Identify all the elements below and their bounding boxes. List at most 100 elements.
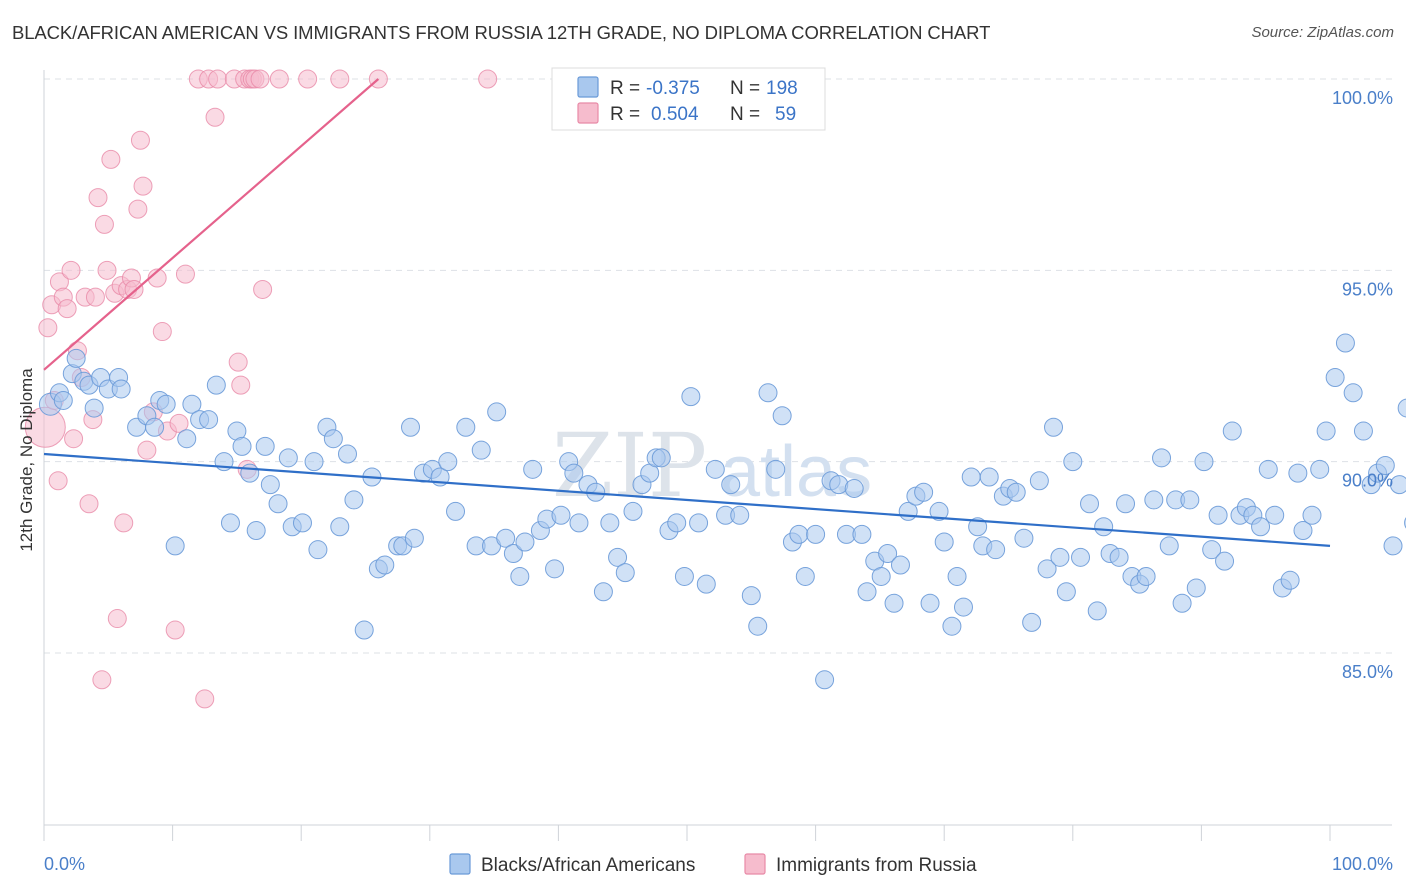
russia-point: [137, 440, 157, 460]
blacks-point: [890, 555, 910, 575]
blacks-point: [487, 402, 507, 422]
blacks-point: [1186, 578, 1206, 598]
legend-r-label-blue: R =: [610, 78, 640, 99]
blacks-point: [240, 463, 260, 483]
blacks-point: [844, 478, 864, 498]
blacks-point: [165, 536, 185, 556]
legend-swatch-blue: [577, 76, 599, 98]
blacks-point: [721, 475, 741, 495]
blacks-point: [1222, 421, 1242, 441]
blacks-point: [667, 513, 687, 533]
russia-point: [97, 260, 117, 280]
blacks-point: [730, 505, 750, 525]
blacks-point: [564, 463, 584, 483]
blacks-point: [375, 555, 395, 575]
blacks-point: [979, 467, 999, 487]
blacks-african-americans-points: [38, 333, 1406, 690]
blacks-point: [438, 452, 458, 472]
blacks-point: [323, 429, 343, 449]
y-tick-label-85: 85.0%: [1342, 662, 1393, 682]
blacks-point: [515, 532, 535, 552]
russia-point: [38, 318, 58, 338]
blacks-point: [1302, 505, 1322, 525]
blacks-point: [337, 444, 357, 464]
blacks-point: [456, 417, 476, 437]
y-tick-label-95: 95.0%: [1342, 279, 1393, 299]
blacks-point: [947, 566, 967, 586]
russia-point: [114, 513, 134, 533]
blacks-point: [569, 513, 589, 533]
blacks-point: [1325, 367, 1345, 387]
blacks-point: [503, 544, 523, 564]
blacks-point: [1202, 540, 1222, 560]
blacks-point: [1194, 452, 1214, 472]
blacks-point: [758, 383, 778, 403]
blacks-point: [806, 524, 826, 544]
blacks-point: [696, 574, 716, 594]
russia-point: [128, 199, 148, 219]
y-tick-label-100: 100.0%: [1332, 88, 1393, 108]
blacks-point: [600, 513, 620, 533]
source-label: Source: ZipAtlas.com: [1251, 24, 1394, 41]
blacks-point: [53, 390, 73, 410]
blacks-point: [1293, 521, 1313, 541]
blacks-point: [1310, 459, 1330, 479]
russia-point: [169, 413, 189, 433]
blacks-point: [1353, 421, 1373, 441]
blacks-point: [1375, 455, 1395, 475]
blacks-point: [1050, 547, 1070, 567]
russia-point: [130, 130, 150, 150]
blacks-point: [496, 528, 516, 548]
blacks-point: [330, 517, 350, 537]
blacks-point: [1109, 547, 1129, 567]
blacks-point: [1116, 494, 1136, 514]
blacks-point: [1159, 536, 1179, 556]
blacks-point: [593, 582, 613, 602]
blacks-point: [1087, 601, 1107, 621]
blacks-point: [111, 379, 131, 399]
blacks-point: [942, 616, 962, 636]
blacks-point: [1215, 551, 1235, 571]
blacks-point: [651, 448, 671, 468]
blacks-point: [268, 494, 288, 514]
russia-point: [79, 494, 99, 514]
blacks-point: [815, 670, 835, 690]
russia-point: [92, 670, 112, 690]
watermark-atlas: atlas: [720, 432, 872, 512]
blacks-point: [278, 448, 298, 468]
blacks-point: [1383, 536, 1403, 556]
blacks-point: [1343, 383, 1363, 403]
legend-r-label-pink: R =: [610, 104, 640, 125]
blacks-point: [471, 440, 491, 460]
blacks-point: [852, 524, 872, 544]
legend-swatch-pink: [577, 102, 599, 124]
blacks-point: [795, 566, 815, 586]
blacks-point: [878, 544, 898, 564]
blacks-point: [789, 524, 809, 544]
russia-point: [61, 260, 81, 280]
blacks-point: [623, 501, 643, 521]
blacks-point: [1144, 490, 1164, 510]
russia-point: [330, 69, 350, 89]
blacks-point: [741, 586, 761, 606]
russia-point: [175, 264, 195, 284]
y-axis-title: 12th Grade, No Diploma: [17, 368, 36, 552]
blacks-point: [354, 620, 374, 640]
x-tick-label-max: 100.0%: [1332, 854, 1393, 874]
blacks-point: [1172, 593, 1192, 613]
y-tick-label-90: 90.0%: [1342, 471, 1393, 491]
legend-swatch-blacks: [449, 853, 471, 875]
blacks-point: [1056, 582, 1076, 602]
russia-point: [101, 149, 121, 169]
blacks-point: [308, 540, 328, 560]
blacks-point: [523, 459, 543, 479]
blacks-point: [66, 348, 86, 368]
x-tick-label-min: 0.0%: [44, 854, 85, 874]
blacks-point: [1014, 528, 1034, 548]
russia-point: [228, 352, 248, 372]
russia-point: [48, 471, 68, 491]
russia-point: [205, 107, 225, 127]
blacks-point: [551, 505, 571, 525]
blacks-point: [510, 566, 530, 586]
